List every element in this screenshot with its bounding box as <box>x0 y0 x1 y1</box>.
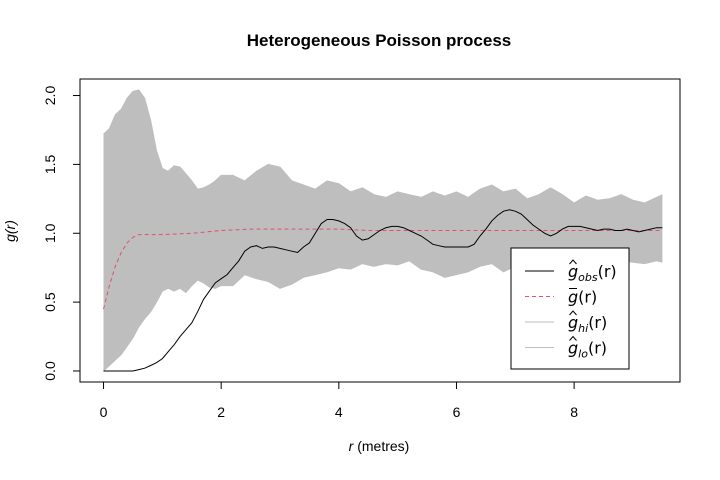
legend-subscript: hi <box>578 322 588 335</box>
series-layer <box>103 209 663 372</box>
x-axis-label-var: r <box>349 438 355 454</box>
legend-box <box>510 247 630 370</box>
x-axis: 0 2 4 6 8 <box>100 381 578 420</box>
legend-label-theo: g(r) <box>568 288 597 307</box>
legend-subscript: lo <box>578 348 588 361</box>
legend-label-hi: ghi(r) <box>568 313 607 335</box>
y-tick-label: 1.0 <box>42 223 58 243</box>
hat-accent <box>569 259 577 265</box>
legend-symbol: g <box>568 313 578 332</box>
series-line-hi <box>103 89 663 204</box>
y-axis: 0.0 0.5 1.0 1.5 2.0 <box>42 86 81 381</box>
y-axis-label: g(r) <box>2 220 18 242</box>
hat-accent <box>569 310 577 316</box>
legend-subscript: obs <box>578 271 598 284</box>
legend-arg: (r) <box>598 262 617 281</box>
legend-arg: (r) <box>588 313 607 332</box>
y-tick-label: 0.5 <box>42 292 58 312</box>
x-tick-label: 6 <box>453 404 461 420</box>
x-tick-label: 4 <box>335 404 343 420</box>
legend-symbol: g <box>568 288 578 307</box>
y-tick-label: 0.0 <box>42 361 58 381</box>
legend-arg: (r) <box>588 339 607 358</box>
legend-symbol: g <box>568 262 578 281</box>
legend-arg: (r) <box>578 288 597 307</box>
x-tick-label: 2 <box>217 404 225 420</box>
y-tick-label: 1.5 <box>42 154 58 174</box>
legend-symbol: g <box>568 339 578 358</box>
legend-label-obs: gobs(r) <box>568 262 617 284</box>
legend: gobs(r)g(r)ghi(r)glo(r) <box>510 247 630 370</box>
y-tick-label: 2.0 <box>42 86 58 106</box>
hat-accent <box>569 335 577 341</box>
series-line-obs <box>103 209 663 372</box>
x-axis-label: r (metres) <box>349 438 410 454</box>
legend-label-lo: glo(r) <box>568 339 607 361</box>
legend-item-hi: ghi(r) <box>525 310 607 335</box>
x-tick-label: 8 <box>570 404 578 420</box>
series-line-theo <box>103 228 663 310</box>
x-tick-label: 0 <box>100 404 108 420</box>
x-axis-label-unit: (metres) <box>353 438 409 454</box>
legend-item-obs: gobs(r) <box>525 259 617 284</box>
legend-item-theo: g(r) <box>525 288 597 307</box>
legend-item-lo: glo(r) <box>525 335 607 361</box>
chart-title: Heterogeneous Poisson process <box>247 31 512 50</box>
